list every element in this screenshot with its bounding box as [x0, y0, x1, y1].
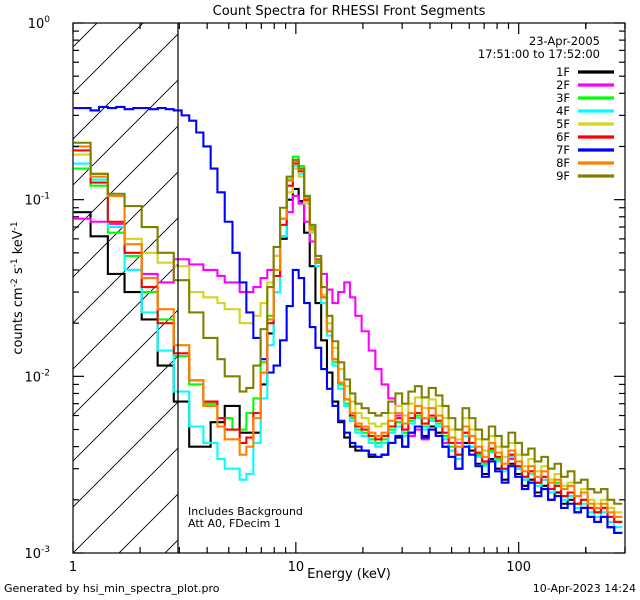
- legend-label-7f: 7F: [556, 143, 570, 157]
- footer-generator: Generated by hsi_min_spectra_plot.pro: [4, 582, 220, 595]
- x-axis-label: Energy (keV): [307, 567, 391, 582]
- x-tick-label: 1: [69, 560, 77, 575]
- hatch-stripe: [73, 79, 178, 186]
- hatch-stripe: [73, 309, 178, 416]
- y-axis-label: counts cm-2 s-1 keV-1: [10, 221, 26, 354]
- series-line-3f: [73, 155, 623, 523]
- plot-frame: [72, 22, 626, 554]
- legend-label-3f: 3F: [556, 91, 570, 105]
- hatch-stripe: [73, 217, 178, 324]
- hatch-stripe: [211, 23, 640, 553]
- hatch-stripe: [73, 33, 178, 140]
- annotation-background: Includes Background: [188, 505, 303, 518]
- hatch-stripe: [73, 171, 178, 278]
- hatch-stripe: [349, 23, 640, 553]
- observation-interval: 17:51:00 to 17:52:00: [478, 47, 600, 61]
- series-line-9f: [73, 141, 623, 505]
- y-tick-mantissa: 10: [24, 194, 41, 209]
- series-line-6f: [73, 149, 623, 523]
- hatch-stripe: [73, 263, 178, 370]
- axis-frame: [72, 22, 626, 554]
- y-tick-exponent: -2: [41, 368, 50, 378]
- y-label-exp-3: -1: [10, 221, 20, 230]
- observation-date: 23-Apr-2005: [529, 34, 600, 48]
- x-tick-label: 100: [506, 560, 531, 575]
- y-tick-mantissa: 10: [24, 370, 41, 385]
- y-tick-label: 10-3: [24, 545, 50, 562]
- y-tick-mantissa: 10: [24, 547, 41, 562]
- legend-label-5f: 5F: [556, 117, 570, 131]
- hatch-stripe: [579, 23, 640, 553]
- hatch-stripe: [73, 401, 178, 508]
- annotation-attenuator: Att A0, FDecim 1: [188, 517, 281, 530]
- footer-timestamp: 10-Apr-2023 14:24: [533, 582, 636, 595]
- y-label-part-3: keV: [11, 230, 26, 258]
- series-line-7f: [73, 105, 623, 534]
- x-tick-labels: 1 10 100: [69, 560, 531, 575]
- y-tick-label: 100: [28, 15, 51, 32]
- hatch-stripe: [73, 447, 178, 553]
- y-label-exp-2: -1: [10, 258, 20, 267]
- series-line-2f: [73, 194, 623, 523]
- legend-label-1f: 1F: [556, 65, 570, 79]
- y-tick-label: 10-1: [24, 192, 50, 209]
- series-line-4f: [73, 162, 623, 529]
- y-label-exp-1: -2: [10, 278, 20, 287]
- hatch-stripe: [303, 23, 640, 553]
- x-tick-label: 10: [288, 560, 305, 575]
- y-tick-exponent: 0: [44, 15, 50, 25]
- series-layer: [73, 105, 623, 534]
- y-label-part-2: s: [11, 267, 26, 278]
- legend-label-2f: 2F: [556, 78, 570, 92]
- series-line-5f: [73, 153, 623, 514]
- legend-label-8f: 8F: [556, 156, 570, 170]
- legend-label-6f: 6F: [556, 130, 570, 144]
- page-title: Count Spectra for RHESSI Front Segments: [213, 4, 486, 19]
- y-label-part-1: counts cm: [11, 287, 26, 354]
- y-tick-label: 10-2: [24, 368, 50, 385]
- hatched-region: [73, 23, 640, 553]
- legend-label-4f: 4F: [556, 104, 570, 118]
- hatch-stripe: [625, 23, 640, 553]
- y-tick-mantissa: 10: [28, 17, 45, 32]
- y-tick-exponent: -1: [41, 192, 50, 202]
- y-tick-exponent: -3: [41, 545, 50, 555]
- legend-label-9f: 9F: [556, 169, 570, 183]
- series-line-8f: [73, 145, 623, 518]
